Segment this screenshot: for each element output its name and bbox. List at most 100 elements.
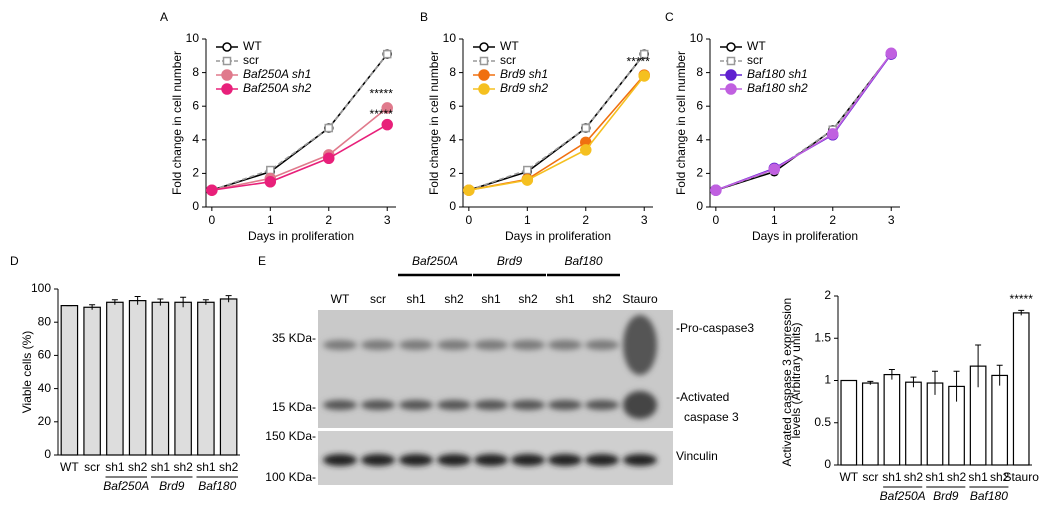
bar [128,300,147,456]
y-tick-label: 0 [824,457,831,471]
x-tick-label: scr [84,460,100,474]
x-tick-label: 2 [325,213,332,227]
y-tick-label: 6 [696,98,703,112]
marker [381,102,393,114]
x-tick-label: 0 [713,213,720,227]
x-tick-label: Stauro [1004,470,1040,484]
band [511,400,545,410]
band [511,340,545,350]
legend-label: WT [747,39,766,53]
mw-label: 35 KDa- [272,331,316,345]
series-line [468,75,645,191]
band [323,340,357,350]
x-tick-label: sh2 [128,460,148,474]
band [474,454,508,466]
group-label: Brd9 [933,489,959,503]
band-label: -Pro-caspase3 [676,321,754,335]
band [437,340,471,350]
group-label: Brd9 [497,254,523,268]
panel-label: B [420,10,428,24]
y-axis-label: Fold change in cell number [427,51,441,195]
band [623,454,657,466]
annotation: ***** [627,55,651,69]
legend-marker [726,42,736,52]
y-tick-label: 6 [192,98,199,112]
x-axis-label: Days in proliferation [248,229,354,243]
legend-marker [725,69,737,81]
group-label: Baf180 [198,479,236,493]
legend-marker [479,56,489,66]
error-bar [888,369,895,380]
marker [382,49,392,59]
x-tick-label: 2 [582,213,589,227]
series-line [468,74,645,191]
lane-label: sh1 [555,292,575,306]
legend-marker [222,56,232,66]
bar [861,382,879,466]
panel-label: E [258,254,266,268]
band [623,315,657,375]
band [361,340,395,350]
legend-label: WT [500,39,519,53]
y-tick-label: 8 [192,65,199,79]
band [585,400,619,410]
y-tick-label: 1 [824,373,831,387]
lane-label: sh2 [592,292,612,306]
band [323,400,357,410]
y-tick-label: 1.5 [814,330,831,344]
y-tick-label: 100 [31,281,51,295]
y-axis-label: Fold change in cell number [170,51,184,195]
x-tick-label: 1 [267,213,274,227]
marker [206,184,218,196]
marker [885,47,897,60]
legend-label: Baf180 sh2 [747,81,808,95]
legend-marker [221,69,233,81]
legend-label: scr [747,53,763,67]
panel-label: C [665,10,674,24]
panel-label: A [160,10,168,24]
band [361,454,395,466]
band [399,400,433,410]
annotation: ***** [370,107,394,121]
legend-marker [478,83,490,95]
marker [463,184,475,196]
legend-marker [222,42,232,52]
error-bar [975,344,982,388]
error-bar [180,296,187,308]
y-tick-label: 6 [449,98,456,112]
y-tick-label: 40 [38,381,52,395]
band [437,400,471,410]
legend-label: Brd9 sh1 [500,67,548,81]
legend-marker [478,69,490,81]
marker [768,163,781,175]
error-bar [134,295,141,305]
legend-label: Baf180 sh1 [747,67,808,81]
marker [324,123,334,133]
group-label: Baf180 [970,489,1008,503]
y-tick-label: 8 [696,65,703,79]
x-tick-label: sh1 [151,460,171,474]
y-tick-label: 4 [192,132,199,146]
x-tick-label: sh1 [196,460,216,474]
y-tick-label: 20 [38,414,52,428]
series-line [715,53,892,191]
blot-bands [323,315,657,466]
group-label: Brd9 [159,479,185,493]
lane-label: WT [331,292,350,306]
bar [840,379,858,466]
group-label: Baf180 [564,254,602,268]
x-tick-label: 0 [209,213,216,227]
blot-caspase [318,310,673,428]
y-tick-label: 4 [696,132,703,146]
legend-label: Brd9 sh2 [500,81,548,95]
marker [381,118,393,131]
marker [264,176,277,188]
marker [521,174,534,186]
y-tick-label: 0 [696,199,703,213]
lane-label: sh2 [444,292,464,306]
series-line [468,53,645,191]
y-tick-label: 2 [696,166,703,180]
lane-label: sh1 [481,292,501,306]
error-bar [996,364,1003,386]
